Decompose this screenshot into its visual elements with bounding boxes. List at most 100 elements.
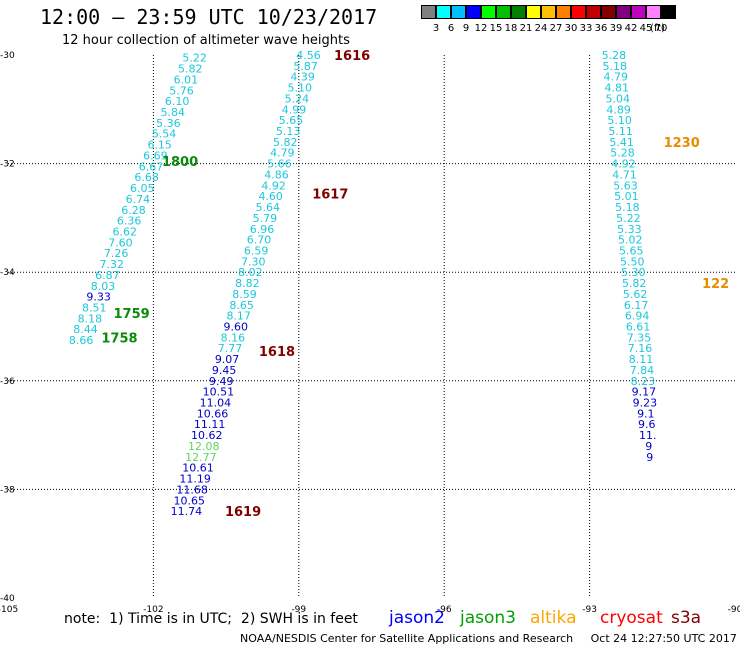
wave-height-value: 10.51 (203, 386, 235, 399)
satellite-legend-s3a: s3a (671, 608, 702, 628)
wave-height-value: 12.77 (185, 451, 217, 464)
wave-height-value: 8.03 (91, 280, 116, 293)
wave-height-value: 5.76 (169, 84, 194, 97)
wave-height-value: 9.49 (209, 375, 234, 388)
wave-height-value: 9 (645, 440, 652, 453)
scale-tick-label: 9 (462, 23, 470, 34)
wave-height-value: 6.28 (121, 204, 146, 217)
scale-tick-label: 27 (549, 23, 563, 34)
wave-height-value: 7.16 (628, 342, 653, 355)
time-label: 122 (702, 277, 729, 292)
wave-height-value: 5.02 (618, 234, 643, 247)
wave-height-value: 8.11 (629, 353, 654, 366)
scale-tick-label: 18 (504, 23, 518, 34)
scale-swatch (466, 5, 481, 19)
wave-height-value: 6.59 (244, 244, 269, 257)
scale-swatch (481, 5, 496, 19)
wave-height-value: 4.92 (611, 158, 636, 171)
wave-height-value: 9.17 (632, 386, 657, 399)
wave-height-value: 7.26 (104, 247, 129, 260)
scale-swatch (451, 5, 466, 19)
wave-height-value: 11.19 (179, 473, 211, 486)
scale-tick-label: 15 (489, 23, 503, 34)
wave-height-value: 9.33 (86, 291, 111, 304)
wave-height-value: 5.82 (622, 277, 647, 290)
wave-height-value: 12.08 (188, 440, 220, 453)
wave-height-value: 5.82 (178, 63, 203, 76)
wave-height-value: 10.66 (197, 407, 229, 420)
wave-height-value: 8.82 (235, 277, 260, 290)
wave-height-value: 8.65 (229, 299, 254, 312)
lat-label: -40 (0, 594, 15, 604)
wave-height-value: 5.63 (613, 179, 638, 192)
wave-height-value: 5.65 (279, 114, 304, 127)
wave-height-value: 8.59 (232, 288, 257, 301)
map-subtitle: 12 hour collection of altimeter wave hei… (62, 33, 350, 48)
wave-height-value: 5.84 (161, 106, 186, 119)
wave-height-value: 6.94 (625, 310, 650, 323)
wave-height-value: 5.22 (616, 212, 641, 225)
map-title: 12:00 – 23:59 UTC 10/23/2017 (40, 5, 378, 29)
wave-height-value: 6.05 (130, 182, 155, 195)
scale-swatch (526, 5, 541, 19)
wave-height-value: 6.10 (165, 95, 190, 108)
scale-tick-label: 42 (624, 23, 638, 34)
wave-height-value: 5.36 (156, 117, 181, 130)
scale-tick-label: 24 (534, 23, 548, 34)
scale-tick-label: 6 (447, 23, 455, 34)
wave-height-value: 5.18 (615, 201, 640, 214)
satellite-legend-jason2: jason2 (389, 608, 445, 628)
lat-label: -38 (0, 485, 15, 495)
wave-height-value: 5.33 (617, 223, 642, 236)
scale-tick-label: 3 (432, 23, 440, 34)
wave-height-value: 6.01 (174, 73, 199, 86)
satellite-legend-altika: altika (530, 608, 577, 628)
time-label: 1619 (225, 505, 261, 520)
wave-height-value: 7.60 (108, 236, 133, 249)
wave-height-value: 11.11 (194, 418, 226, 431)
wave-height-value: 4.71 (612, 168, 637, 181)
scale-tick-label: 12 (474, 23, 488, 34)
wave-height-value: 6.68 (134, 171, 159, 184)
wave-height-value: 6.70 (247, 234, 272, 247)
wave-height-value: 4.56 (296, 49, 321, 62)
footnote: note: 1) Time is in UTC; 2) SWH is in fe… (64, 611, 358, 627)
wave-height-value: 9.6 (638, 418, 656, 431)
scale-swatch (661, 5, 676, 19)
wave-height-value: 5.11 (608, 125, 633, 138)
wave-height-value: 5.28 (610, 147, 635, 160)
scale-swatch (616, 5, 631, 19)
wave-height-value: 4.79 (604, 71, 629, 84)
time-label: 1230 (664, 136, 700, 151)
wave-height-value: 5.24 (285, 92, 310, 105)
wave-height-value: 4.79 (270, 147, 295, 160)
wave-height-value: 9.45 (212, 364, 237, 377)
scale-tick-label: 33 (579, 23, 593, 34)
wave-height-value: 10.62 (191, 429, 223, 442)
scale-swatch (571, 5, 586, 19)
scale-tick-label: 39 (609, 23, 623, 34)
wave-height-value: 9.23 (633, 397, 658, 410)
wave-height-value: 6.36 (117, 215, 142, 228)
wave-height-value: 7.77 (218, 342, 243, 355)
wave-height-value: 5.01 (614, 190, 639, 203)
wave-height-value: 5.28 (602, 49, 627, 62)
lon-label: -96 (437, 605, 452, 615)
wave-height-value: 5.22 (182, 52, 207, 65)
wave-height-value: 8.16 (221, 331, 246, 344)
wave-height-value: 4.81 (604, 82, 629, 95)
wave-height-value: 5.64 (256, 201, 281, 214)
lon-label: -90 (728, 605, 740, 615)
wave-height-value: 8.02 (238, 266, 263, 279)
wave-height-value: 6.69 (143, 149, 168, 162)
wave-height-value: 8.17 (226, 310, 251, 323)
wave-height-value: 5.62 (623, 288, 648, 301)
scale-tick-label: 70 (654, 23, 668, 34)
scale-swatch (511, 5, 526, 19)
wave-height-value: 4.39 (290, 71, 315, 84)
scale-tick-label: 30 (564, 23, 578, 34)
wave-height-value: 6.15 (147, 139, 172, 152)
time-label: 1618 (259, 345, 295, 360)
credit-line: NOAA/NESDIS Center for Satellite Applica… (240, 632, 737, 645)
